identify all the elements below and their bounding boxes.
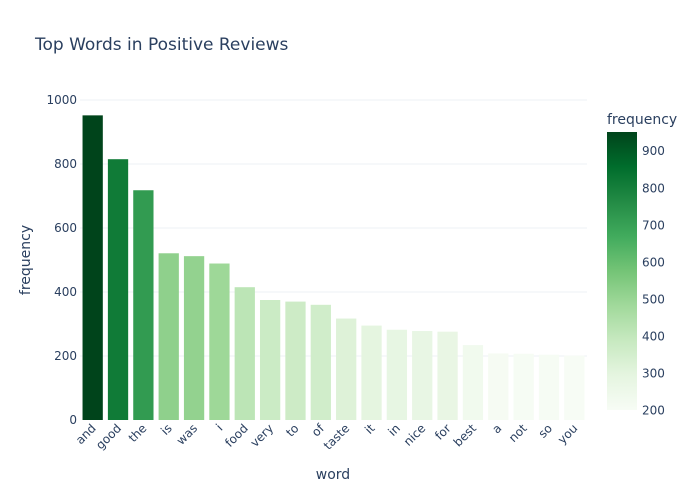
x-tick-label: of <box>309 421 328 440</box>
x-tick-label: in <box>385 421 403 439</box>
x-tick-label: best <box>451 421 479 449</box>
x-tick-label: to <box>283 421 301 439</box>
y-axis-ticks: 0 200 400 600 800 1000 <box>46 93 77 427</box>
x-tick-label: so <box>536 421 556 441</box>
y-tick-label: 1000 <box>46 93 77 107</box>
x-axis-title: word <box>316 467 350 483</box>
colorbar-tick-label: 500 <box>642 292 665 306</box>
bar-nice <box>412 331 433 420</box>
bar-taste <box>336 318 357 420</box>
x-tick-label: taste <box>321 421 352 452</box>
colorbar-ticks: 200 300 400 500 600 700 800 900 <box>642 144 665 417</box>
x-tick-label: is <box>158 421 175 438</box>
y-axis-title: frequency <box>18 225 34 295</box>
x-tick-label: food <box>222 421 251 450</box>
bar-i <box>209 263 230 420</box>
bar-is <box>158 253 179 420</box>
colorbar-tick-label: 900 <box>642 144 665 158</box>
bar-good <box>107 159 129 420</box>
bar-very <box>259 300 281 420</box>
colorbar-tick-label: 700 <box>642 218 665 232</box>
bar-the <box>133 190 154 420</box>
bar-of <box>310 304 331 420</box>
x-tick-label: was <box>174 421 200 447</box>
colorbar-tick-label: 400 <box>642 329 665 343</box>
colorbar-tick-label: 300 <box>642 366 665 380</box>
bars <box>82 115 585 421</box>
x-tick-label: a <box>489 421 504 436</box>
colorbar-tick-label: 200 <box>642 403 665 417</box>
bar-in <box>386 329 408 420</box>
y-tick-label: 600 <box>54 221 77 235</box>
x-tick-label: very <box>248 421 277 450</box>
x-tick-label: not <box>506 421 530 445</box>
bar-so <box>538 354 560 420</box>
bar-to <box>285 301 306 420</box>
x-tick-label: the <box>126 421 150 445</box>
bar-it <box>361 325 382 420</box>
x-tick-label: you <box>555 421 581 447</box>
y-tick-label: 200 <box>54 349 77 363</box>
y-tick-label: 0 <box>69 413 77 427</box>
x-tick-label: nice <box>401 421 429 449</box>
y-tick-label: 400 <box>54 285 77 299</box>
colorbar-tick-label: 800 <box>642 181 665 195</box>
gridlines <box>80 99 587 357</box>
x-tick-label: it <box>362 421 378 437</box>
bar-not <box>513 353 534 420</box>
bar-a <box>488 353 509 420</box>
colorbar <box>607 132 637 410</box>
bar-food <box>234 287 255 420</box>
bar-and <box>82 115 103 421</box>
x-tick-label: i <box>213 421 225 433</box>
colorbar-tick-label: 600 <box>642 255 665 269</box>
x-tick-label: good <box>93 421 124 452</box>
bar-for <box>437 331 458 420</box>
y-tick-label: 800 <box>54 157 77 171</box>
bar-you <box>564 355 585 420</box>
chart-title: Top Words in Positive Reviews <box>34 35 289 55</box>
bar-was <box>183 256 205 420</box>
bar-best <box>462 345 484 420</box>
colorbar-title: frequency <box>607 112 677 128</box>
